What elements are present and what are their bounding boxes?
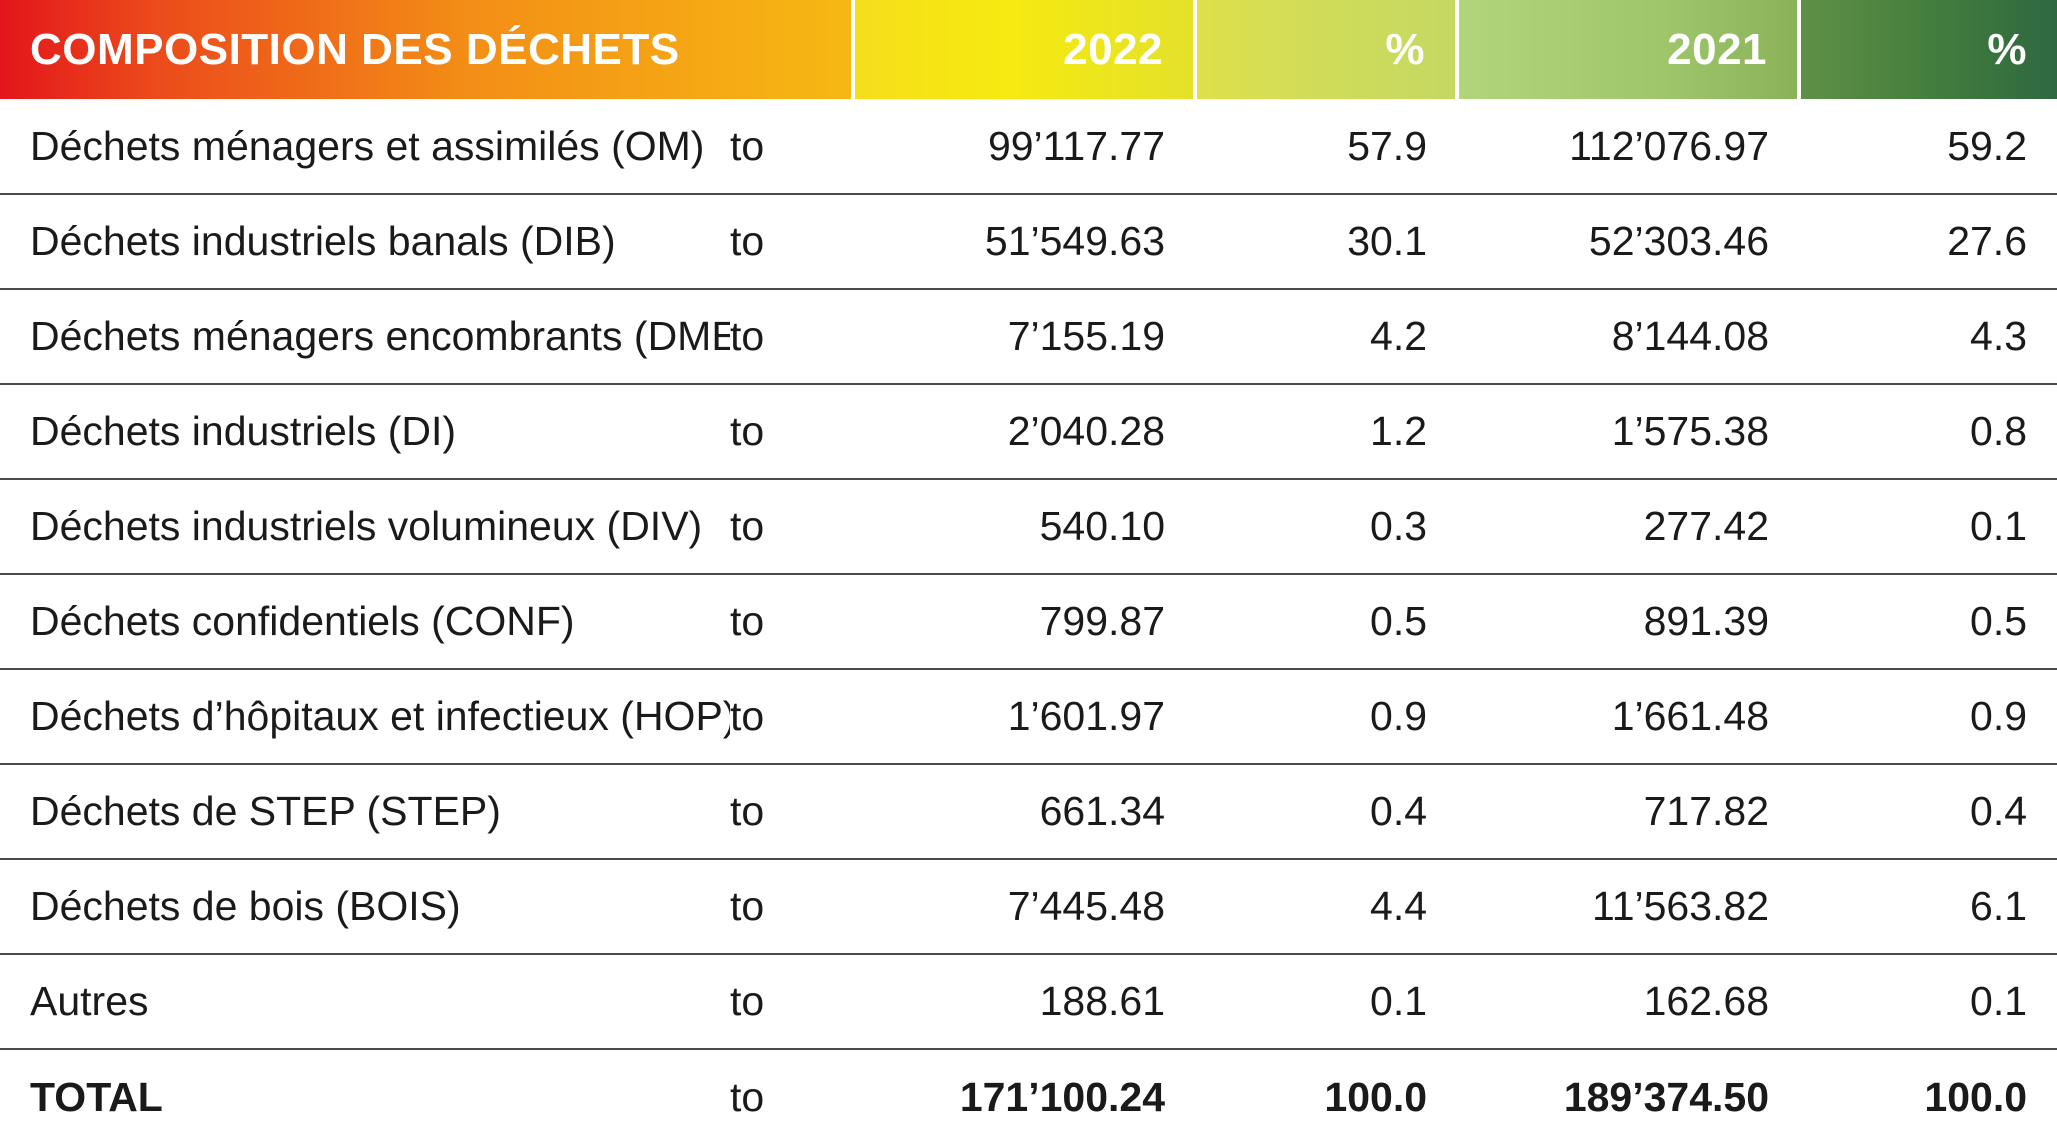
row-value-2022: 799.87	[853, 574, 1196, 670]
row-value-2022: 661.34	[853, 764, 1196, 860]
row-percent-2022: 30.1	[1195, 194, 1458, 290]
row-percent-2021: 0.8	[1799, 384, 2057, 480]
table-body: Déchets ménagers et assimilés (OM) to 99…	[0, 99, 2057, 1144]
row-label: Déchets industriels volumineux (DIV)	[0, 479, 730, 575]
row-value-2021: 1’575.38	[1457, 384, 1800, 480]
row-value-2021: 11’563.82	[1457, 859, 1800, 955]
table-row: Déchets de STEP (STEP) to 661.34 0.4 717…	[0, 764, 2057, 860]
row-percent-2021: 59.2	[1799, 99, 2057, 195]
table-row: Déchets d’hôpitaux et infectieux (HOP) t…	[0, 669, 2057, 765]
row-value-2022: 188.61	[853, 954, 1196, 1050]
row-percent-2022: 0.4	[1195, 764, 1458, 860]
row-value-2021: 717.82	[1457, 764, 1800, 860]
row-value-2022: 99’117.77	[853, 99, 1196, 195]
row-label: Autres	[0, 954, 730, 1050]
row-percent-2022: 4.4	[1195, 859, 1458, 955]
table-row: Déchets industriels banals (DIB) to 51’5…	[0, 194, 2057, 290]
row-percent-2021: 0.4	[1799, 764, 2057, 860]
header-row: COMPOSITION DES DÉCHETS 2022 % 2021 %	[0, 0, 2057, 99]
row-unit: to	[730, 194, 854, 290]
row-percent-2022: 1.2	[1195, 384, 1458, 480]
row-label: Déchets industriels (DI)	[0, 384, 730, 480]
row-percent-2021: 0.1	[1799, 479, 2057, 575]
row-percent-2022: 57.9	[1195, 99, 1458, 195]
total-percent-2021: 100.0	[1924, 1073, 2028, 1120]
total-label: TOTAL	[30, 1073, 163, 1120]
table-row: Autres to 188.61 0.1 162.68 0.1	[0, 954, 2057, 1050]
row-unit: to	[730, 669, 854, 765]
row-label: Déchets d’hôpitaux et infectieux (HOP)	[0, 669, 730, 765]
table-title: COMPOSITION DES DÉCHETS	[0, 0, 856, 99]
row-percent-2021: 0.5	[1799, 574, 2057, 670]
row-value-2021: 52’303.46	[1457, 194, 1800, 290]
row-label: Déchets industriels banals (DIB)	[0, 194, 730, 290]
row-unit: to	[730, 384, 854, 480]
table-row: Déchets confidentiels (CONF) to 799.87 0…	[0, 574, 2057, 670]
row-label: Déchets ménagers encombrants (DME)	[0, 289, 730, 385]
row-percent-2022: 0.3	[1195, 479, 1458, 575]
row-percent-2022: 0.9	[1195, 669, 1458, 765]
header-2021: 2021	[1457, 0, 1802, 99]
row-percent-2021: 4.3	[1799, 289, 2057, 385]
row-unit: to	[730, 289, 854, 385]
row-label: Déchets de bois (BOIS)	[0, 859, 730, 955]
row-value-2022: 51’549.63	[853, 194, 1196, 290]
row-value-2022: 540.10	[853, 479, 1196, 575]
row-percent-2021: 0.1	[1799, 954, 2057, 1050]
row-percent-2021: 0.9	[1799, 669, 2057, 765]
total-value-2022: 171’100.24	[959, 1073, 1166, 1120]
row-unit: to	[730, 574, 854, 670]
row-value-2022: 7’155.19	[853, 289, 1196, 385]
row-value-2021: 277.42	[1457, 479, 1800, 575]
total-unit: to	[730, 1073, 765, 1120]
row-percent-2021: 6.1	[1799, 859, 2057, 955]
total-row: TOTAL to 171’100.24 100.0 189’374.50 100…	[0, 1049, 2057, 1144]
header-2022: 2022	[853, 0, 1198, 99]
row-label: Déchets confidentiels (CONF)	[0, 574, 730, 670]
table-row: Déchets de bois (BOIS) to 7’445.48 4.4 1…	[0, 859, 2057, 955]
row-value-2021: 1’661.48	[1457, 669, 1800, 765]
row-value-2022: 1’601.97	[853, 669, 1196, 765]
row-percent-2022: 0.1	[1195, 954, 1458, 1050]
row-percent-2021: 27.6	[1799, 194, 2057, 290]
row-value-2021: 8’144.08	[1457, 289, 1800, 385]
table-row: Déchets industriels (DI) to 2’040.28 1.2…	[0, 384, 2057, 480]
total-percent-2022: 100.0	[1324, 1073, 1428, 1120]
row-percent-2022: 0.5	[1195, 574, 1458, 670]
row-value-2022: 7’445.48	[853, 859, 1196, 955]
table-row: Déchets industriels volumineux (DIV) to …	[0, 479, 2057, 575]
row-value-2022: 2’040.28	[853, 384, 1196, 480]
table-row: Déchets ménagers et assimilés (OM) to 99…	[0, 99, 2057, 195]
row-unit: to	[730, 859, 854, 955]
row-value-2021: 112’076.97	[1457, 99, 1800, 195]
row-unit: to	[730, 479, 854, 575]
row-label: Déchets de STEP (STEP)	[0, 764, 730, 860]
row-value-2021: 162.68	[1457, 954, 1800, 1050]
table-row: Déchets ménagers encombrants (DME) to 7’…	[0, 289, 2057, 385]
header-percent-2021: %	[1799, 0, 2057, 99]
header-percent-2022: %	[1195, 0, 1460, 99]
row-unit: to	[730, 99, 854, 195]
row-label: Déchets ménagers et assimilés (OM)	[0, 99, 730, 195]
row-unit: to	[730, 954, 854, 1050]
total-value-2021: 189’374.50	[1563, 1073, 1770, 1120]
row-value-2021: 891.39	[1457, 574, 1800, 670]
row-percent-2022: 4.2	[1195, 289, 1458, 385]
row-unit: to	[730, 764, 854, 860]
table-header: COMPOSITION DES DÉCHETS 2022 % 2021 %	[0, 0, 2057, 99]
